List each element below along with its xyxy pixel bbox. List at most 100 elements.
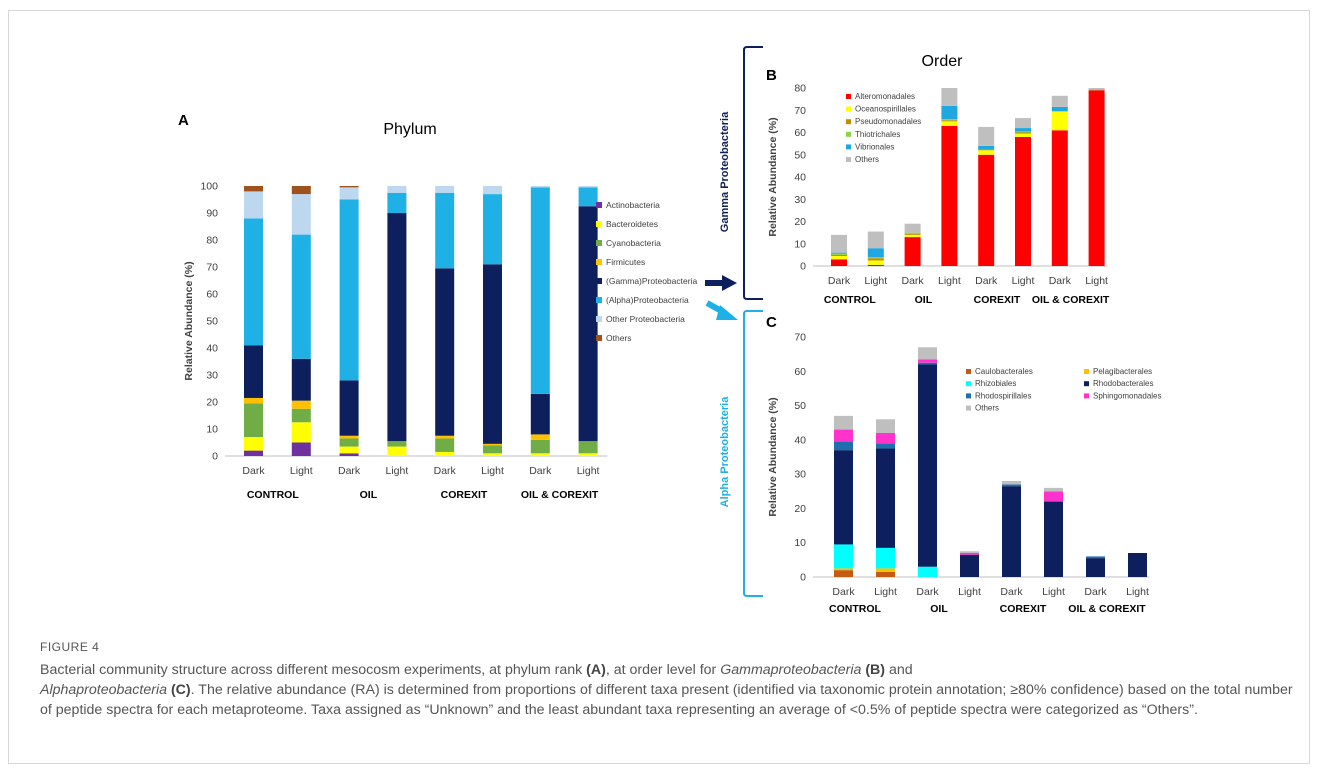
y-tick-label-a: 30 [206,370,218,382]
bar-segment-a-alpha-proteobacteria-4 [387,192,407,213]
caption-gamma-name: Gammaproteobacteria [720,662,862,678]
bar-segment-b-thiotrichales-2 [867,257,884,259]
legend-label-a-other-proteobacteria: Other Proteobacteria [606,314,685,324]
legend-swatch-b-pseudomonadales [846,119,851,125]
y-tick-label-b: 60 [794,127,806,139]
legend-label-c-rhodobacterales: Rhodobacterales [1093,379,1153,388]
group-label-b: CONTROL [824,294,876,306]
bar-segment-a-gamma-proteobacteria-8 [578,206,598,442]
bar-segment-b-pseudomonadales-6 [1015,132,1031,134]
bar-segment-b-oceanospirillales-3 [904,234,921,238]
legend-label-a-bacteroidetes: Bacteroidetes [606,219,658,229]
y-tick-label-c: 30 [794,469,806,481]
y-tick-label-b: 0 [800,261,806,273]
y-tick-label-a: 70 [206,262,218,274]
chart-title-a: Phylum [383,121,436,138]
legend-swatch-c-pelagibacterales [1084,369,1089,374]
caption-part: . The relative abundance (RA) is determi… [40,682,1293,718]
legend-label-b-thiotrichales: Thiotrichales [855,130,900,139]
legend-label-c-sphingomonadales: Sphingomonadales [1093,391,1162,400]
legend-swatch-c-sphingomonadales [1084,393,1089,399]
x-tick-label-b: Light [864,275,887,287]
bar-segment-c-caulobacterales-2 [876,571,895,577]
bar-segment-a-other-proteobacteria-1 [244,191,263,219]
bar-segment-b-others-1 [831,234,847,253]
bar-segment-a-bacteroidetes-1 [244,437,263,451]
gamma-bracket-label: Gamma Proteobacteria [719,111,731,232]
group-label-c: OIL [930,603,948,615]
bar-segment-b-others-4 [941,88,958,106]
bar-segment-a-other-proteobacteria-2 [291,194,311,235]
y-tick-label-a: 10 [206,424,218,436]
legend-label-c-pelagibacterales: Pelagibacterales [1093,367,1152,376]
bar-segment-c-rhizobiales-2 [876,547,895,569]
bar-segment-b-oceanospirillales-2 [867,260,884,265]
alpha-bracket [743,310,763,597]
bar-segment-a-actinobacteria-1 [244,450,263,456]
x-tick-label-a: Light [577,465,600,477]
legend-swatch-c-others [966,405,971,411]
bar-segment-b-pseudomonadales-4 [941,120,958,122]
group-label-a: OIL & COREXIT [521,489,599,501]
panel-letter-c: C [766,314,777,331]
group-label-a: OIL [360,489,378,501]
x-tick-label-c: Dark [832,586,855,598]
x-tick-label-b: Dark [975,275,998,287]
y-axis-label-c: Relative Abundance (%) [767,397,779,516]
legend-swatch-c-rhodospirillales [966,393,971,399]
caption-ref-a: (A) [586,662,606,678]
group-label-a: COREXIT [441,489,488,501]
bar-segment-a-alpha-proteobacteria-1 [244,218,263,346]
x-tick-label-c: Dark [1000,586,1023,598]
y-tick-label-c: 20 [794,503,806,515]
bar-segment-a-gamma-proteobacteria-6 [483,264,502,444]
bar-segment-a-bacteroidetes-2 [291,422,311,443]
legend-label-a-cyanobacteria: Cyanobacteria [606,238,661,248]
bar-segment-b-oceanospirillales-5 [978,150,995,155]
caption-text: Bacterial community structure across dif… [40,660,1295,720]
bar-segment-a-others-2 [291,186,311,195]
bar-segment-a-cyanobacteria-6 [483,445,502,454]
y-tick-label-a: 60 [206,289,218,301]
bar-segment-a-others-1 [244,186,263,192]
bar-segment-c-rhodobacterales-7 [1086,558,1105,577]
bar-segment-b-oceanospirillales-7 [1051,111,1068,131]
legend-label-b-oceanospirillales: Oceanospirillales [855,105,916,114]
x-tick-label-c: Light [1042,586,1065,598]
x-tick-label-b: Dark [902,275,925,287]
bar-segment-c-rhizobiales-3 [918,566,937,577]
legend-label-c-rhodospirillales: Rhodospirillales [975,391,1031,400]
y-axis-label-b: Relative Abundance (%) [767,117,779,236]
bar-segment-a-cyanobacteria-2 [291,408,311,423]
bar-segment-a-firmicutes-2 [291,400,311,409]
bar-segment-a-alpha-proteobacteria-3 [339,199,359,381]
bar-segment-a-cyanobacteria-8 [578,441,598,454]
y-tick-label-a: 90 [206,208,218,220]
arrow-to-order-gamma-head [722,275,737,291]
group-label-b: COREXIT [974,294,1021,306]
bar-segment-a-gamma-proteobacteria-4 [387,213,407,442]
y-tick-label-a: 40 [206,343,218,355]
y-tick-label-b: 30 [794,194,806,206]
bar-segment-a-other-proteobacteria-5 [435,186,455,193]
legend-label-b-vibrionales: Vibrionales [855,142,894,151]
bar-segment-b-others-6 [1015,118,1031,129]
bar-segment-c-rhizobiales-1 [834,544,853,569]
bar-segment-c-rhodobacterales-5 [1002,486,1021,577]
legend-swatch-c-rhodobacterales [1084,381,1089,387]
bar-segment-c-rhodobacterales-8 [1128,553,1147,577]
bar-segment-c-rhodospirillales-1 [834,441,853,451]
group-label-b: OIL & COREXIT [1032,294,1110,306]
bar-segment-c-others-4 [960,551,979,553]
bar-segment-a-firmicutes-3 [339,435,359,439]
bar-segment-c-rhodobacterales-1 [834,450,853,545]
bar-segment-b-thiotrichales-1 [831,253,847,255]
bar-segment-c-others-5 [1002,481,1021,485]
legend-label-a-actinobacteria: Actinobacteria [606,200,660,210]
panel-letter-b: B [766,67,777,84]
bar-segment-a-other-proteobacteria-8 [578,186,598,188]
bar-segment-c-others-1 [834,415,853,430]
bar-segment-b-others-2 [867,231,884,249]
y-tick-label-c: 70 [794,332,806,344]
bar-segment-a-alpha-proteobacteria-7 [530,187,550,394]
